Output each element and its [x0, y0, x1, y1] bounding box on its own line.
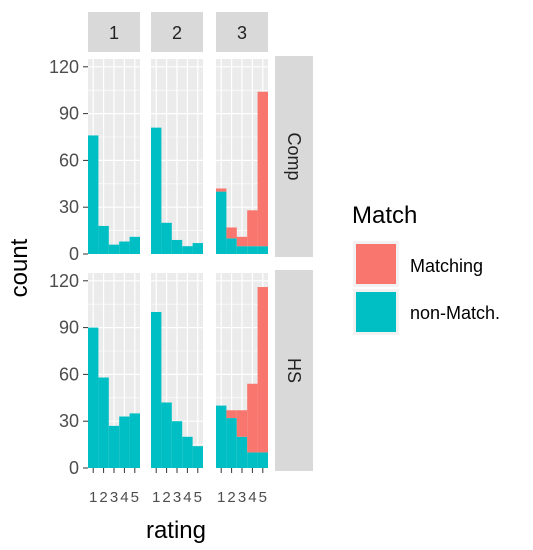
bar-matching: [236, 236, 248, 247]
row-strip-label: Comp: [284, 132, 304, 180]
y-tick-label: 30: [59, 411, 79, 431]
bar-matching: [226, 410, 237, 419]
x-tick-label: 5: [194, 489, 202, 506]
x-tick-label: 3: [173, 489, 181, 506]
column-strip-2: [151, 12, 203, 52]
x-tick-label: 4: [120, 489, 128, 506]
y-tick-label: 60: [59, 150, 79, 170]
x-tick-label: 3: [110, 489, 118, 506]
bar-non-match: [129, 236, 140, 254]
x-tick-label: 5: [259, 489, 267, 506]
legend-title: Match: [352, 202, 417, 229]
bar-non-match: [226, 238, 237, 254]
panel-hs-2: [151, 273, 203, 469]
column-strips: 1 2 3: [88, 12, 268, 52]
bar-non-match: [88, 135, 99, 254]
legend-label-non-match: non-Match.: [410, 303, 500, 323]
legend-swatch-non-match: [356, 292, 396, 332]
column-strip-1: [88, 12, 140, 52]
y-tick-label: 60: [59, 364, 79, 384]
x-tick-label: 2: [162, 489, 170, 506]
panel-comp-1: [88, 59, 140, 255]
bar-non-match: [192, 446, 203, 468]
bar-matching: [236, 410, 248, 437]
panel-comp-2: [151, 59, 203, 255]
bar-non-match: [151, 312, 162, 468]
bar-non-match: [236, 246, 248, 254]
y-tick-label: 120: [49, 57, 79, 77]
legend-swatch-matching: [356, 244, 396, 284]
y-tick-label: 120: [49, 271, 79, 291]
y-tick-label: 0: [69, 458, 79, 478]
y-tick-label: 90: [59, 104, 79, 124]
bar-non-match: [216, 405, 227, 468]
y-tick-label: 90: [59, 318, 79, 338]
bar-non-match: [98, 377, 109, 468]
column-strip-label: 3: [237, 23, 247, 43]
row-strip-hs: [275, 270, 313, 471]
bar-matching: [257, 287, 268, 453]
bar-non-match: [151, 127, 162, 254]
bar-non-match: [119, 241, 130, 254]
bar-non-match: [171, 421, 183, 468]
bar-non-match: [88, 327, 99, 468]
bar-non-match: [98, 225, 109, 254]
bar-matching: [247, 383, 258, 453]
bar-matching: [257, 91, 268, 247]
bar-non-match: [182, 246, 193, 254]
x-tick-label: 4: [248, 489, 256, 506]
bar-matching: [226, 227, 237, 239]
x-tick-label: 1: [89, 489, 97, 506]
bar-non-match: [257, 246, 268, 254]
x-tick-label: 2: [99, 489, 107, 506]
bar-non-match: [216, 191, 227, 254]
panel-hs-3: [216, 273, 268, 469]
bar-non-match: [119, 416, 130, 468]
facet-panels: [88, 59, 268, 469]
bar-non-match: [161, 402, 172, 468]
x-tick-label: 1: [217, 489, 225, 506]
bar-non-match: [226, 418, 237, 468]
bar-non-match: [257, 452, 268, 468]
bar-non-match: [171, 239, 183, 254]
row-strip-label: HS: [284, 358, 304, 383]
x-tick-label: 4: [183, 489, 191, 506]
x-axis-label: rating: [146, 517, 206, 544]
bar-non-match: [192, 243, 203, 254]
panel-comp-3: [216, 59, 268, 255]
bar-non-match: [129, 413, 140, 468]
bar-non-match: [182, 436, 193, 468]
x-tick-label: 3: [238, 489, 246, 506]
x-tick-label: 1: [152, 489, 160, 506]
y-tick-label: 0: [69, 244, 79, 264]
legend: Match Matching non-Match.: [352, 202, 500, 335]
bar-matching: [216, 188, 227, 192]
column-strip-label: 1: [109, 23, 119, 43]
x-tick-label: 5: [131, 489, 139, 506]
bar-non-match: [108, 425, 120, 468]
x-tick-label: 2: [227, 489, 235, 506]
bar-non-match: [108, 244, 120, 254]
y-axes: 0 30 60 90 120 0 30 60 90 120: [49, 57, 88, 478]
y-tick-label: 30: [59, 197, 79, 217]
bar-non-match: [161, 222, 172, 254]
bar-matching: [247, 210, 258, 247]
panel-hs-1: [88, 273, 140, 469]
y-axis-label: count: [6, 238, 33, 297]
row-strips: Comp HS: [275, 56, 313, 471]
column-strip-3: [216, 12, 268, 52]
bar-non-match: [236, 436, 248, 468]
column-strip-label: 2: [172, 23, 182, 43]
bar-non-match: [247, 246, 258, 254]
bar-non-match: [247, 452, 258, 468]
row-strip-comp: [275, 56, 313, 257]
legend-label-matching: Matching: [410, 256, 483, 276]
